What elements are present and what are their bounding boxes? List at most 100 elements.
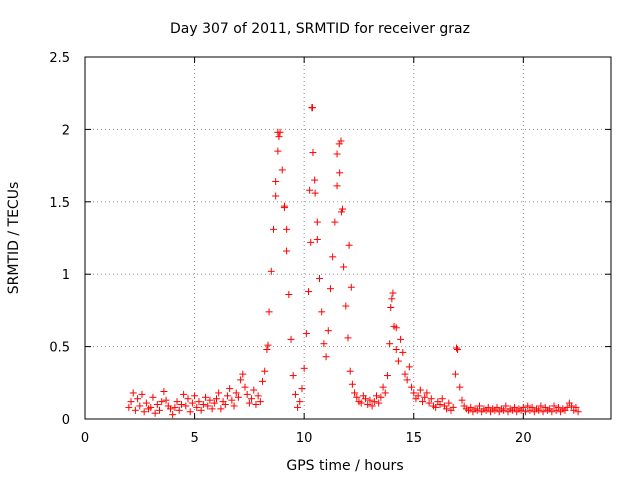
data-point bbox=[347, 283, 355, 291]
data-point bbox=[403, 376, 411, 384]
data-point bbox=[252, 401, 260, 409]
data-point bbox=[285, 290, 293, 298]
data-point bbox=[333, 182, 341, 190]
data-point bbox=[449, 403, 457, 411]
y-tick-label: 0.5 bbox=[49, 341, 70, 356]
data-point bbox=[223, 392, 231, 400]
x-axis-label: GPS time / hours bbox=[286, 458, 403, 474]
data-point bbox=[344, 334, 352, 342]
data-point bbox=[362, 395, 370, 403]
data-point bbox=[539, 408, 547, 416]
y-tick-label: 1 bbox=[62, 268, 70, 283]
data-point bbox=[438, 395, 446, 403]
data-point bbox=[147, 403, 155, 411]
data-point bbox=[287, 335, 295, 343]
data-point bbox=[191, 392, 199, 400]
data-point bbox=[443, 405, 451, 413]
data-point bbox=[131, 406, 139, 414]
data-point bbox=[386, 340, 394, 348]
data-point bbox=[519, 403, 527, 411]
data-point bbox=[274, 147, 282, 155]
x-tick-label: 0 bbox=[81, 431, 89, 446]
data-point bbox=[554, 403, 562, 411]
data-point bbox=[387, 304, 395, 312]
data-point bbox=[232, 389, 240, 397]
data-point bbox=[186, 408, 194, 416]
data-point bbox=[563, 403, 571, 411]
data-point bbox=[410, 389, 418, 397]
data-point bbox=[142, 399, 150, 407]
data-point bbox=[311, 176, 319, 184]
data-point bbox=[392, 324, 400, 332]
x-tick-label: 10 bbox=[296, 431, 313, 446]
data-point bbox=[335, 140, 343, 148]
data-point bbox=[153, 401, 161, 409]
data-point bbox=[408, 383, 416, 391]
data-point bbox=[484, 403, 492, 411]
points-layer bbox=[125, 104, 582, 419]
data-point bbox=[342, 302, 350, 310]
data-point bbox=[264, 341, 272, 349]
data-point bbox=[300, 364, 308, 372]
data-point bbox=[275, 133, 283, 141]
data-point bbox=[414, 392, 422, 400]
data-point bbox=[169, 411, 177, 419]
data-point bbox=[329, 253, 337, 261]
data-point bbox=[302, 330, 310, 338]
data-point bbox=[473, 406, 481, 414]
data-point bbox=[149, 393, 157, 401]
data-point bbox=[353, 393, 361, 401]
data-point bbox=[445, 399, 453, 407]
data-point bbox=[345, 241, 353, 249]
data-point bbox=[138, 390, 146, 398]
data-point bbox=[175, 406, 183, 414]
data-point bbox=[294, 403, 302, 411]
data-point bbox=[320, 340, 328, 348]
data-point bbox=[336, 169, 344, 177]
data-point bbox=[173, 398, 181, 406]
data-point bbox=[377, 393, 385, 401]
data-point bbox=[548, 408, 556, 416]
data-point bbox=[381, 389, 389, 397]
data-point bbox=[193, 403, 201, 411]
data-point bbox=[379, 383, 387, 391]
data-point bbox=[230, 402, 238, 410]
data-point bbox=[311, 189, 319, 197]
data-point bbox=[357, 399, 365, 407]
data-point bbox=[537, 402, 545, 410]
data-point bbox=[283, 225, 291, 233]
data-point bbox=[280, 202, 288, 210]
data-point bbox=[217, 405, 225, 413]
data-point bbox=[348, 380, 356, 388]
data-point bbox=[206, 396, 214, 404]
data-point bbox=[182, 402, 190, 410]
y-tick-label: 1.5 bbox=[49, 196, 70, 211]
data-point bbox=[333, 150, 341, 158]
data-point bbox=[171, 403, 179, 411]
data-point bbox=[419, 398, 427, 406]
data-point bbox=[500, 406, 508, 414]
data-point bbox=[197, 406, 205, 414]
data-point bbox=[322, 353, 330, 361]
data-point bbox=[572, 403, 580, 411]
data-point bbox=[550, 402, 558, 410]
data-point bbox=[274, 128, 282, 136]
y-axis-label: SRMTID / TECUs bbox=[6, 182, 22, 295]
data-point bbox=[454, 345, 462, 353]
data-point bbox=[416, 386, 424, 394]
x-tick-label: 15 bbox=[405, 431, 422, 446]
chart-title: Day 307 of 2011, SRMTID for receiver gra… bbox=[170, 21, 470, 37]
data-point bbox=[458, 396, 466, 404]
data-point bbox=[568, 402, 576, 410]
data-point bbox=[522, 408, 530, 416]
data-point bbox=[405, 363, 413, 371]
data-point bbox=[427, 395, 435, 403]
data-point bbox=[226, 385, 234, 393]
data-point bbox=[456, 383, 464, 391]
data-point bbox=[423, 389, 431, 397]
data-point bbox=[127, 398, 135, 406]
data-point bbox=[467, 403, 475, 411]
data-point bbox=[339, 205, 347, 213]
data-point bbox=[291, 390, 299, 398]
